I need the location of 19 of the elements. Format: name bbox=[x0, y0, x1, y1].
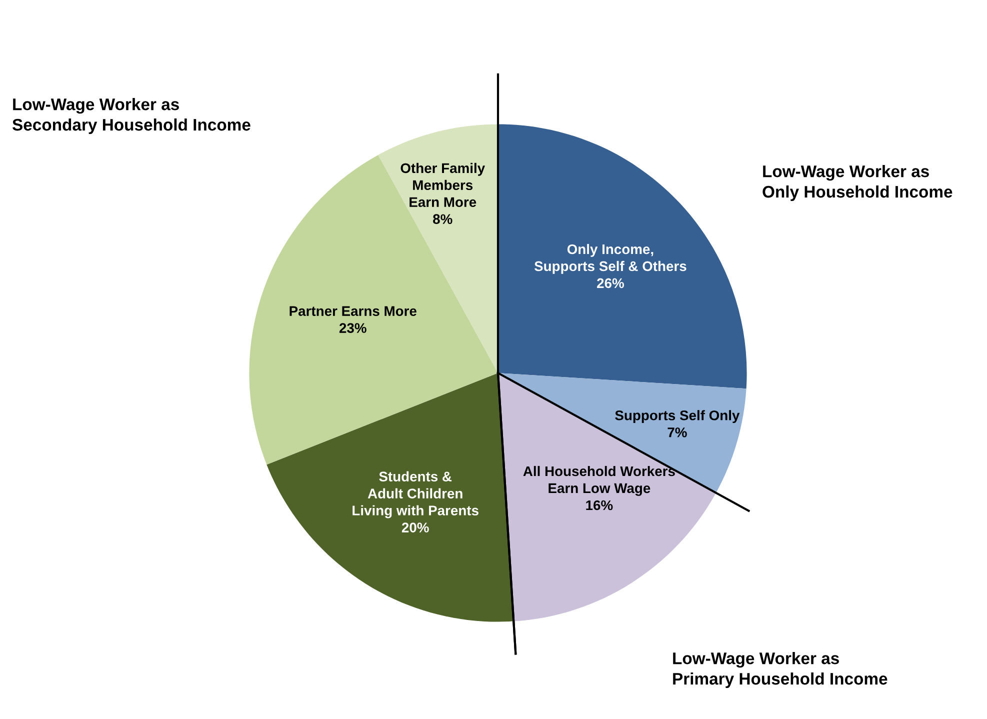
slice-label: Other Family Members Earn More bbox=[400, 162, 485, 208]
data-label: 16% bbox=[586, 500, 613, 510]
pie-slice bbox=[498, 124, 747, 389]
slice-label: All Household Workers Earn Low Wage bbox=[523, 466, 675, 496]
slice-label: Supports Self Only bbox=[615, 410, 740, 424]
slice-label: Students & Adult Children Living with Parents bbox=[352, 471, 478, 518]
data-label: 26% bbox=[597, 278, 624, 288]
slice-label: Partner Earns More bbox=[290, 306, 416, 316]
text: Low-Wage Worker as Secondary Household Income bbox=[12, 98, 250, 134]
pie-slice bbox=[266, 373, 514, 622]
pie-slice bbox=[249, 154, 498, 465]
data-label: 23% bbox=[339, 323, 366, 333]
slice-label: Only Income, Supports Self & Others bbox=[534, 244, 686, 274]
pie-slice bbox=[378, 124, 498, 373]
data-label: 8% bbox=[433, 214, 452, 224]
text: Low-Wage Worker as Primary Household Income bbox=[673, 652, 888, 688]
data-label: 7% bbox=[668, 427, 687, 438]
text: Low-Wage Worker as Only Household Income bbox=[762, 165, 952, 201]
data-label: 20% bbox=[402, 522, 429, 532]
